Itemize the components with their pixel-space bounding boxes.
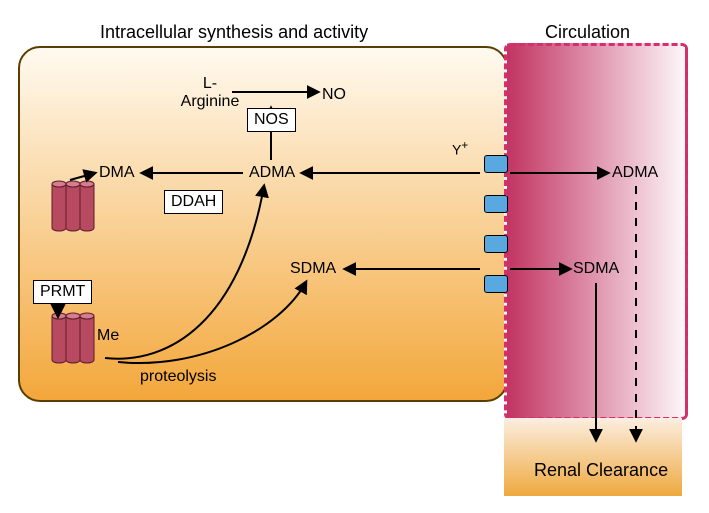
node-larginine-line2: Arginine (165, 93, 255, 111)
node-ddah: DDAH (164, 190, 223, 214)
arrow-cyl1-dma (70, 173, 95, 180)
node-yplus: Y+ (452, 139, 468, 158)
node-sdma_out: SDMA (573, 260, 619, 278)
transporter-2 (484, 235, 508, 253)
diagram-svg-layer (0, 0, 709, 513)
node-larginine: L-Arginine (165, 75, 255, 110)
protein-cylinders-top (52, 181, 94, 231)
node-dma: DMA (99, 164, 135, 182)
transporter-3 (484, 275, 508, 293)
node-prmt: PRMT (33, 280, 92, 304)
protein-cylinders-bottom (52, 313, 94, 363)
arrow-me-curve-sdma (118, 282, 306, 363)
node-sdma_in: SDMA (290, 260, 336, 278)
node-no: NO (322, 86, 346, 104)
node-adma_in: ADMA (249, 164, 295, 182)
node-proteolysis: proteolysis (140, 368, 216, 386)
node-larginine-line1: L- (165, 75, 255, 93)
node-nos: NOS (247, 108, 296, 132)
node-adma_out: ADMA (612, 164, 658, 182)
transporter-1 (484, 195, 508, 213)
transporter-0 (484, 155, 508, 173)
node-me: Me (97, 327, 119, 345)
